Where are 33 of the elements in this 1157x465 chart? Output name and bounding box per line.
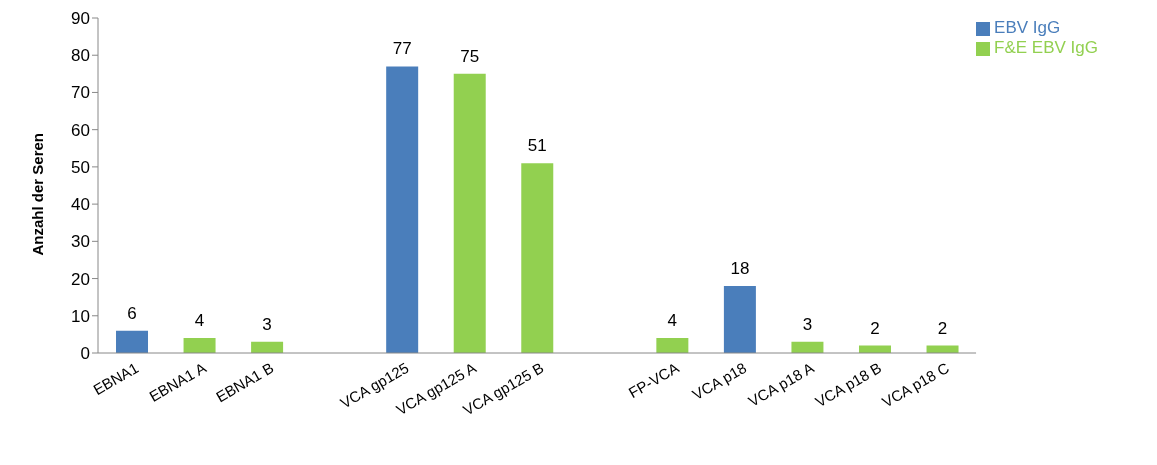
legend-label: F&E EBV IgG [994, 38, 1098, 57]
bar [116, 330, 149, 353]
data-label: 2 [870, 318, 880, 338]
data-label: 77 [392, 39, 412, 59]
y-tick-label: 40 [71, 195, 90, 215]
data-label: 4 [667, 311, 678, 331]
data-label: 51 [527, 136, 547, 156]
bar [386, 66, 419, 353]
y-tick-label: 70 [71, 83, 90, 103]
bar [723, 286, 756, 353]
y-tick-label: 10 [71, 306, 90, 326]
y-tick-label: 90 [71, 9, 90, 29]
legend-label: EBV IgG [994, 18, 1061, 37]
data-label: 4 [194, 311, 205, 331]
data-label: 2 [937, 318, 948, 338]
bar [183, 338, 216, 353]
y-tick-label: 0 [80, 344, 90, 364]
y-tick-label: 30 [71, 232, 90, 252]
y-tick-label: 60 [71, 120, 90, 140]
y-tick-label: 50 [71, 157, 90, 177]
y-axis-title: Anzahl der Seren [29, 132, 47, 256]
data-label: 6 [127, 303, 137, 323]
bar [251, 341, 284, 353]
y-tick-label: 80 [71, 46, 90, 66]
bar [791, 341, 824, 353]
data-label: 18 [730, 259, 750, 278]
bar [656, 338, 689, 353]
data-label: 75 [460, 46, 480, 66]
data-label: 3 [802, 314, 813, 334]
data-label: 3 [262, 314, 272, 334]
bar [453, 73, 486, 353]
y-tick-label: 20 [71, 269, 90, 289]
bar [521, 163, 554, 353]
